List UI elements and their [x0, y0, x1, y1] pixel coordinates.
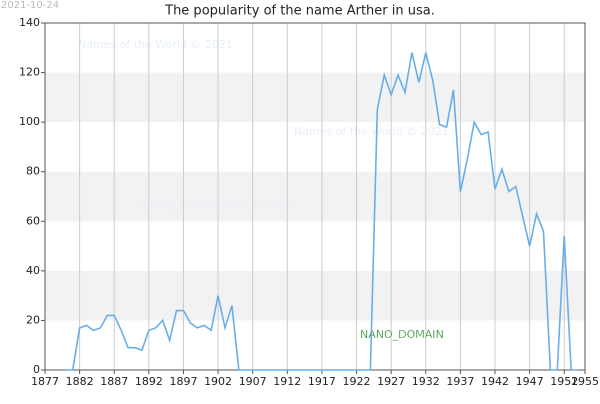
x-tick-label: 1887	[100, 375, 128, 388]
x-tick-label: 1955	[571, 375, 599, 388]
y-tick-label: 40	[26, 264, 40, 277]
grid-band	[45, 270, 585, 321]
x-tick-label: 1922	[343, 375, 371, 388]
y-tick-label: 20	[26, 313, 40, 326]
chart-title: The popularity of the name Arther in usa…	[164, 4, 435, 19]
x-tick-label: 1902	[204, 375, 232, 388]
x-tick-label: 1882	[66, 375, 94, 388]
x-tick-label: 1942	[481, 375, 509, 388]
x-tick-label: 1917	[308, 375, 336, 388]
y-tick-label: 80	[26, 165, 40, 178]
y-tick-label: 120	[19, 66, 40, 79]
x-tick-label: 1907	[239, 375, 267, 388]
x-tick-label: 1892	[135, 375, 163, 388]
x-tick-label: 1947	[516, 375, 544, 388]
domain-label: NANO_DOMAIN	[360, 328, 444, 341]
date-stamp: 2021-10-24	[1, 0, 59, 11]
x-tick-label: 1932	[412, 375, 440, 388]
grid-band	[45, 171, 585, 222]
x-tick-label: 1897	[169, 375, 197, 388]
line	[65, 52, 579, 371]
y-tick-label: 140	[19, 16, 40, 29]
watermark: Names of the World © 2021	[138, 199, 293, 212]
watermark: Names of the World © 2021	[294, 125, 449, 138]
x-tick-label: 1927	[377, 375, 405, 388]
bands	[45, 72, 585, 321]
x-tick-label: 1912	[273, 375, 301, 388]
y-tick-label: 60	[26, 214, 40, 227]
y-tick-label: 0	[33, 363, 40, 376]
y-tick-label: 100	[19, 115, 40, 128]
grid-band	[45, 72, 585, 123]
x-tick-label: 1952	[550, 375, 578, 388]
watermark: Names of the World © 2021	[78, 38, 233, 51]
x-tick-label: 1937	[446, 375, 474, 388]
x-tick-label: 1877	[31, 375, 59, 388]
